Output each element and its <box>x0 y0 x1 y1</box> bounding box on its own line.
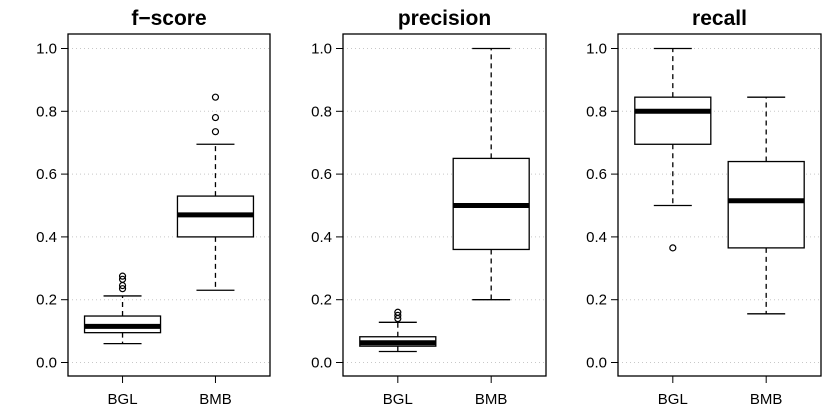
panel-3-y-tick-label: 0.0 <box>586 355 607 372</box>
panel-1-bgl-outlier <box>118 272 127 280</box>
panel-1-bgl-outlier <box>118 275 127 283</box>
panel-1-y-tick-label: 0.8 <box>36 103 57 120</box>
panel-1-bmb-outlier <box>211 113 220 122</box>
panel-2-category-label: BGL <box>383 391 413 408</box>
panel-1-title: f−score <box>131 7 206 30</box>
panel-3-y-tick-label: 0.2 <box>586 292 607 309</box>
panel-3-bmb-box <box>727 160 805 249</box>
panel-1-bmb-outlier <box>211 128 220 136</box>
panel-3-category-label: BGL <box>658 391 688 408</box>
panel-1-category-label: BMB <box>199 391 232 408</box>
panel-2-frame <box>342 33 547 377</box>
panel-1-y-tick-label: 0.6 <box>36 166 57 183</box>
panel-3-bgl-outlier <box>669 244 677 252</box>
panel-1-bmb-outlier <box>211 93 220 101</box>
panel-1-frame <box>67 33 271 377</box>
panel-3-y-tick-label: 0.8 <box>586 103 607 120</box>
panel-3-category-label: BMB <box>750 391 783 408</box>
panel-2-title: precision <box>398 7 491 30</box>
panel-2-y-tick-label: 0.6 <box>311 166 332 183</box>
panel-1-y-tick-label: 0.0 <box>36 355 57 372</box>
panel-2-bgl-outlier <box>394 308 402 316</box>
panel-2-category-label: BMB <box>475 391 508 408</box>
panel-3-y-tick-label: 1.0 <box>586 41 607 58</box>
panel-1-y-tick-label: 0.4 <box>36 229 57 246</box>
panel-3-title: recall <box>692 7 747 30</box>
panel-2-y-tick-label: 0.4 <box>311 229 332 246</box>
panel-2-y-tick-label: 0.2 <box>311 292 332 309</box>
panel-1-category-label: BGL <box>108 391 138 408</box>
panel-3-frame <box>617 33 822 377</box>
panel-2-y-tick-label: 1.0 <box>311 41 332 58</box>
panel-1-y-tick-label: 1.0 <box>36 41 57 58</box>
panel-2-y-tick-label: 0.0 <box>311 355 332 372</box>
panel-1-bgl-outlier <box>118 285 127 293</box>
panel-3-y-tick-label: 0.6 <box>586 166 607 183</box>
panel-3-y-tick-label: 0.4 <box>586 229 607 246</box>
panel-1-y-tick-label: 0.2 <box>36 292 57 309</box>
panel-2-y-tick-label: 0.8 <box>311 103 332 120</box>
panel-3-bgl-box <box>634 96 712 145</box>
panel-2-bgl-outlier <box>394 311 402 319</box>
